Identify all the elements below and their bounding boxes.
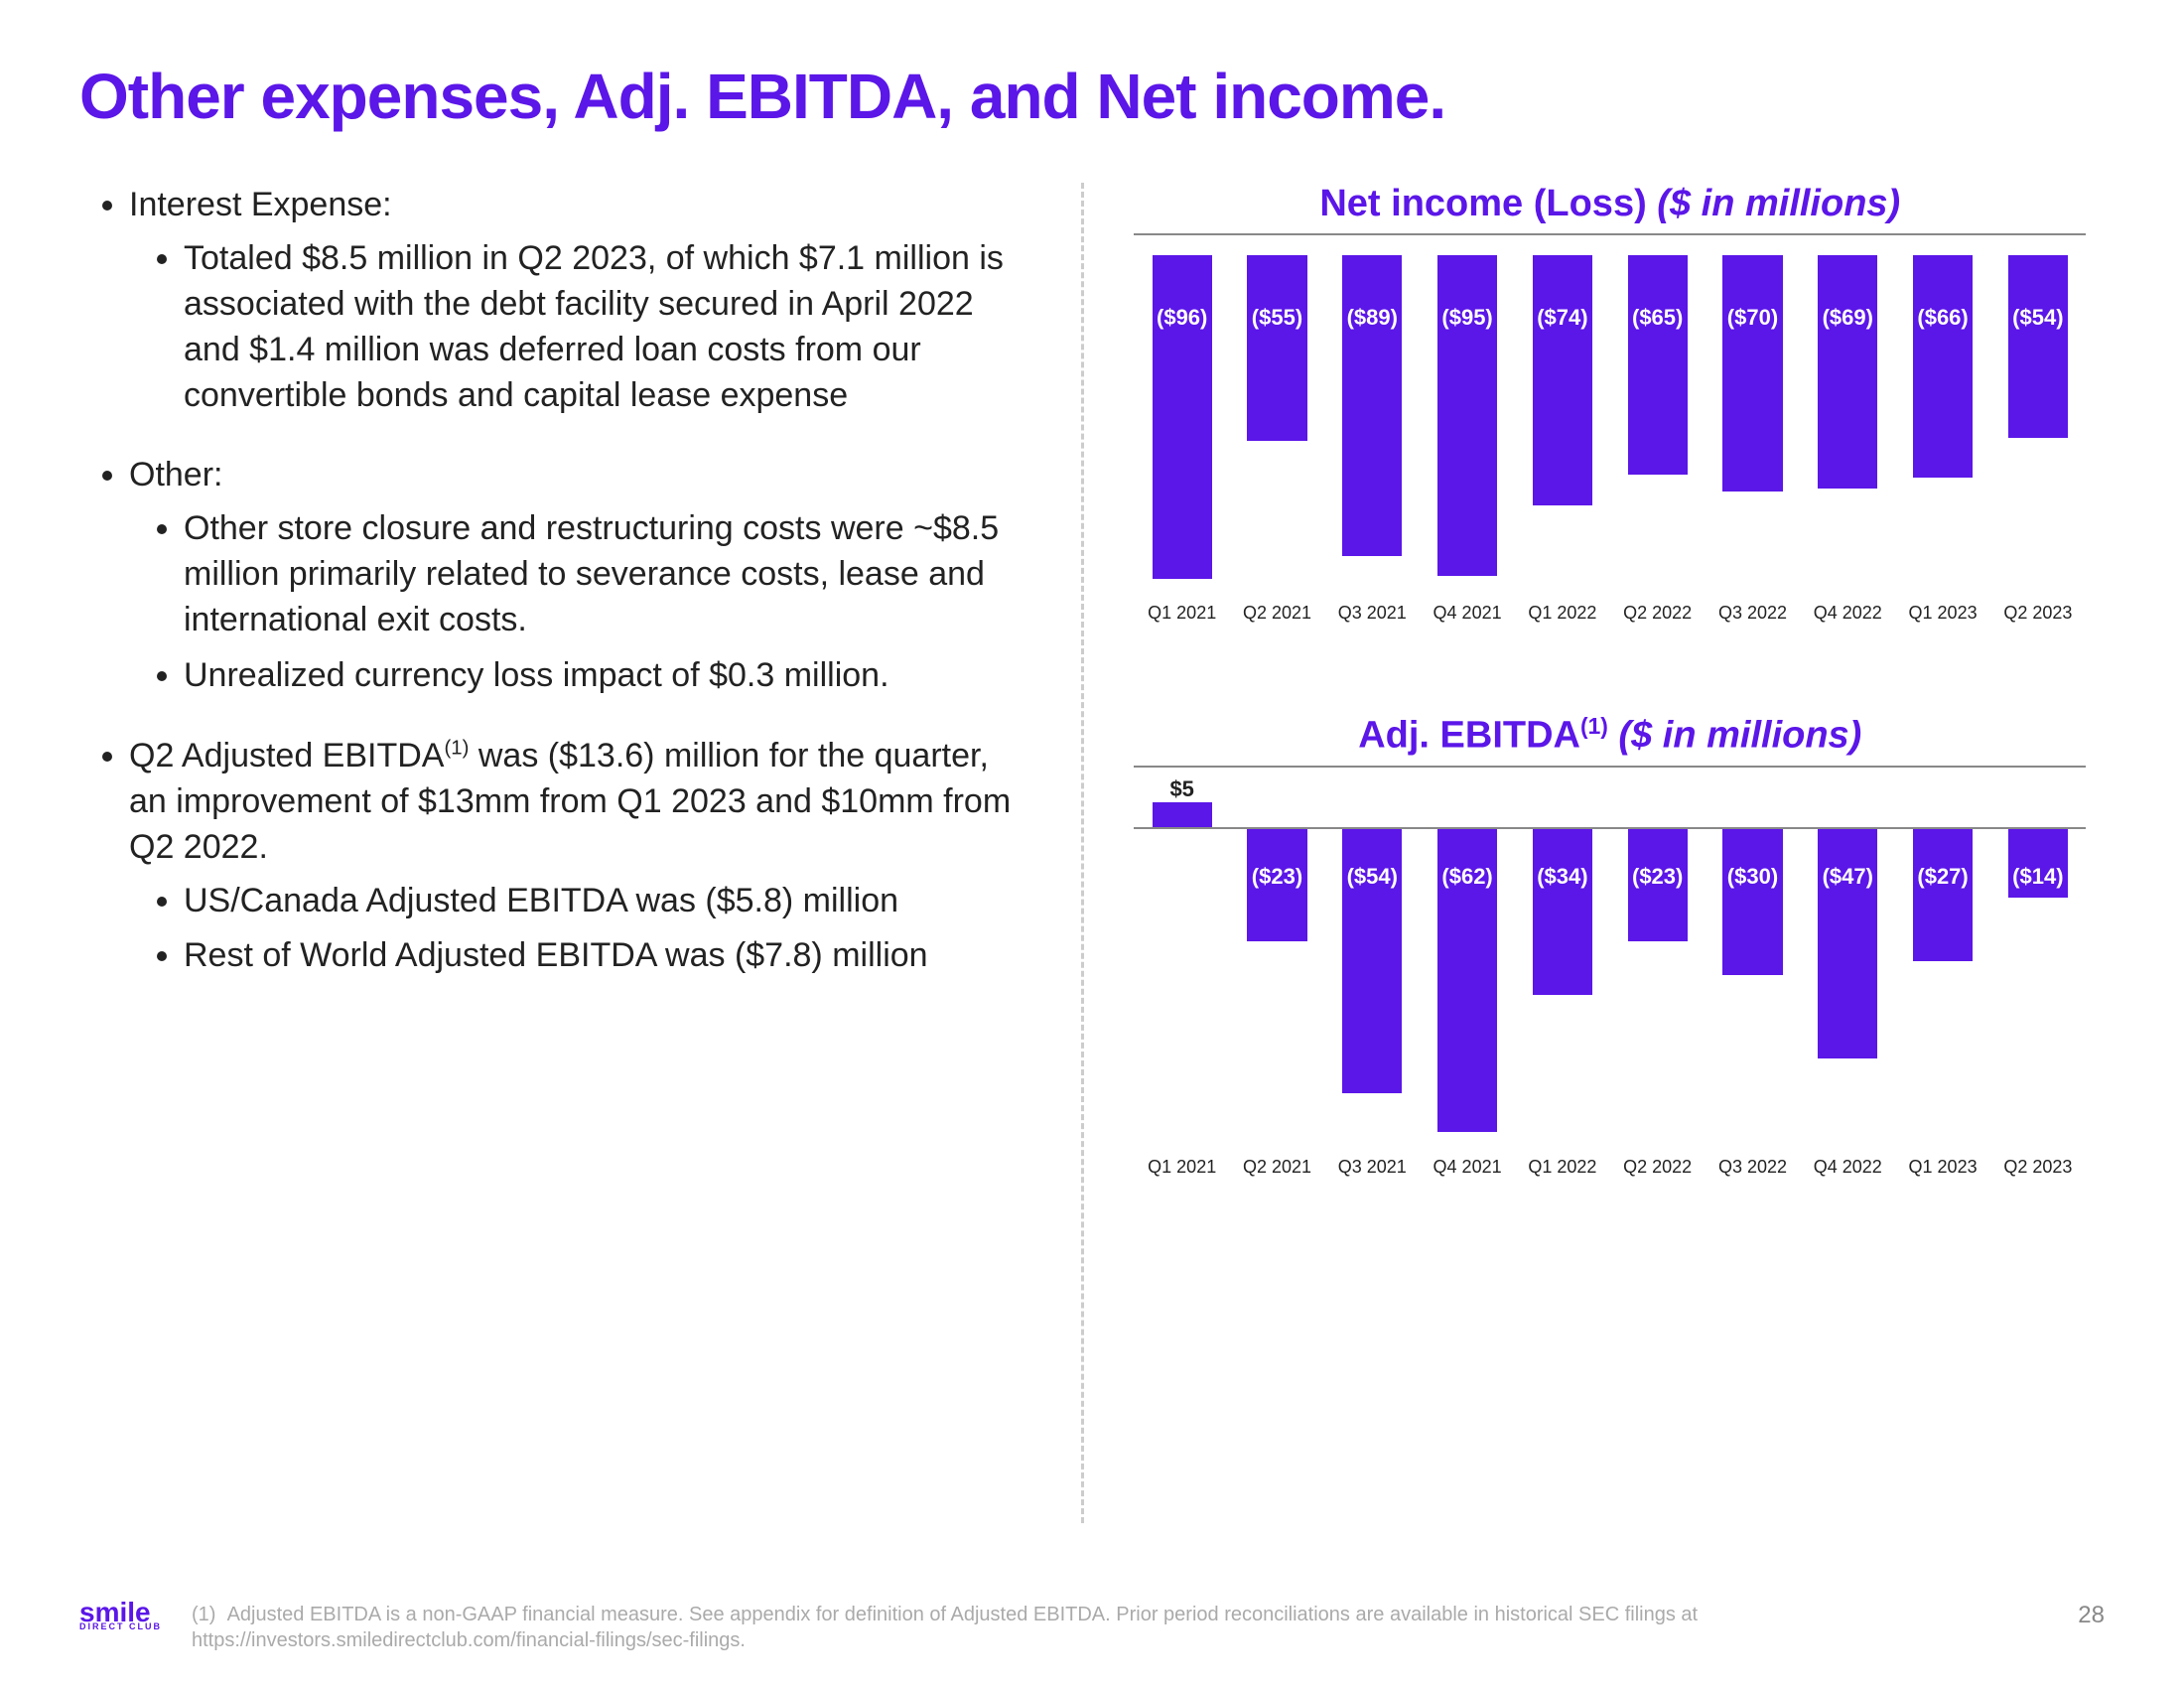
bullet-interest-sub1: Totaled $8.5 million in Q2 2023, of whic… bbox=[184, 236, 1031, 419]
chart1-bar-label-9: ($54) bbox=[2012, 305, 2063, 331]
chart1-bar-5: ($65) bbox=[1619, 255, 1696, 475]
chart2-bar-3: ($62) bbox=[1430, 829, 1506, 1132]
bullet-other-sub2: Unrealized currency loss impact of $0.3 … bbox=[184, 653, 1031, 699]
chart1-xlabel-5: Q2 2022 bbox=[1619, 603, 1696, 624]
bullet-ebitda: Q2 Adjusted EBITDA(1) was ($13.6) millio… bbox=[129, 734, 1031, 979]
footnote-text: Adjusted EBITDA is a non-GAAP financial … bbox=[192, 1604, 1698, 1651]
chart1-xlabel-7: Q4 2022 bbox=[1810, 603, 1886, 624]
page-number: 28 bbox=[2078, 1602, 2105, 1629]
chart1-xlabel-3: Q4 2021 bbox=[1430, 603, 1506, 624]
chart2-xlabel-2: Q3 2021 bbox=[1334, 1157, 1411, 1178]
chart1-bar-1: ($55) bbox=[1239, 255, 1315, 441]
chart2-title-b: ($ in millions) bbox=[1608, 715, 1861, 757]
chart1-title: Net income (Loss) ($ in millions) bbox=[1134, 183, 2086, 235]
chart1-xlabel-8: Q1 2023 bbox=[1905, 603, 1981, 624]
chart2-x-labels: Q1 2021 Q2 2021 Q3 2021 Q4 2021 Q1 2022 Q2 20… bbox=[1134, 1147, 2086, 1178]
chart1-xlabel-6: Q3 2022 bbox=[1714, 603, 1791, 624]
bullet-other-head: Other: bbox=[129, 456, 222, 493]
chart2-bar-6: ($30) bbox=[1714, 829, 1791, 976]
chart1-area: ($96) ($55) ($89) ($95) ($74) ($65) ($70) ($69)… bbox=[1134, 255, 2086, 593]
chart1-bar-7: ($69) bbox=[1810, 255, 1886, 489]
chart1-x-labels: Q1 2021 Q2 2021 Q3 2021 Q4 2021 Q1 2022 Q2 20… bbox=[1134, 593, 2086, 624]
chart2-bar-4: ($34) bbox=[1524, 829, 1600, 995]
footer: smile DIRECT CLUB (1) Adjusted EBITDA is… bbox=[79, 1602, 2105, 1653]
chart2-bar-label-8: ($27) bbox=[1917, 864, 1968, 890]
chart2-positive-area: $5 bbox=[1134, 787, 2086, 827]
chart2-xlabel-0: Q1 2021 bbox=[1144, 1157, 1220, 1178]
chart2-xlabel-3: Q4 2021 bbox=[1430, 1157, 1506, 1178]
footnote: (1) Adjusted EBITDA is a non-GAAP financ… bbox=[192, 1602, 2048, 1653]
chart2-xlabel-4: Q1 2022 bbox=[1524, 1157, 1600, 1178]
chart1-bar-label-1: ($55) bbox=[1252, 305, 1302, 331]
chart2-xlabel-8: Q1 2023 bbox=[1905, 1157, 1981, 1178]
chart1-title-a: Net income (Loss) bbox=[1319, 183, 1657, 224]
bullet-ebitda-sub1: US/Canada Adjusted EBITDA was ($5.8) mil… bbox=[184, 879, 1031, 924]
superscript-1: (1) bbox=[445, 738, 470, 760]
chart2-bar-8: ($27) bbox=[1905, 829, 1981, 961]
chart2-bar-label-7: ($47) bbox=[1823, 864, 1873, 890]
chart2-bar-label-9: ($14) bbox=[2012, 864, 2063, 890]
chart1-bar-6: ($70) bbox=[1714, 255, 1791, 492]
footnote-ref: (1) bbox=[192, 1604, 215, 1625]
chart1-bar-label-0: ($96) bbox=[1157, 305, 1207, 331]
net-income-chart: Net income (Loss) ($ in millions) ($96)(… bbox=[1134, 183, 2086, 624]
chart2-bar-label-2: ($54) bbox=[1347, 864, 1398, 890]
chart1-bar-label-5: ($65) bbox=[1632, 305, 1683, 331]
chart1-bar-8: ($66) bbox=[1905, 255, 1981, 478]
chart1-bar-9: ($54) bbox=[1999, 255, 2076, 438]
logo-subtext: DIRECT CLUB bbox=[79, 1623, 162, 1630]
left-column: Interest Expense: Totaled $8.5 million i… bbox=[79, 183, 1051, 1523]
chart2-bar-label-3: ($62) bbox=[1441, 864, 1492, 890]
chart1-bar-label-8: ($66) bbox=[1917, 305, 1968, 331]
chart2-bar-label-0: $5 bbox=[1169, 776, 1193, 802]
chart2-bar-label-6: ($30) bbox=[1727, 864, 1778, 890]
chart1-bar-label-6: ($70) bbox=[1727, 305, 1778, 331]
right-column: Net income (Loss) ($ in millions) ($96)(… bbox=[1114, 183, 2086, 1523]
chart2-bar-1: ($23) bbox=[1239, 829, 1315, 941]
chart1-xlabel-1: Q2 2021 bbox=[1239, 603, 1315, 624]
chart1-bar-4: ($74) bbox=[1524, 255, 1600, 505]
chart2-xlabel-9: Q2 2023 bbox=[1999, 1157, 2076, 1178]
bullet-other: Other: Other store closure and restructu… bbox=[129, 453, 1031, 698]
bullet-list: Interest Expense: Totaled $8.5 million i… bbox=[79, 183, 1031, 979]
chart2-xlabel-6: Q3 2022 bbox=[1714, 1157, 1791, 1178]
slide-title: Other expenses, Adj. EBITDA, and Net inc… bbox=[79, 60, 2105, 133]
chart1-xlabel-2: Q3 2021 bbox=[1334, 603, 1411, 624]
chart1-bar-label-4: ($74) bbox=[1537, 305, 1587, 331]
bullet-interest: Interest Expense: Totaled $8.5 million i… bbox=[129, 183, 1031, 418]
chart1-bar-3: ($95) bbox=[1430, 255, 1506, 576]
chart2-title: Adj. EBITDA(1) ($ in millions) bbox=[1134, 713, 2086, 768]
chart2-sup: (1) bbox=[1580, 713, 1608, 739]
content-row: Interest Expense: Totaled $8.5 million i… bbox=[79, 183, 2105, 1523]
chart1-bar-2: ($89) bbox=[1334, 255, 1411, 556]
chart1-xlabel-4: Q1 2022 bbox=[1524, 603, 1600, 624]
bullet-ebitda-head-a: Q2 Adjusted EBITDA bbox=[129, 737, 445, 774]
chart1-bar-label-2: ($89) bbox=[1347, 305, 1398, 331]
bullet-other-sub1: Other store closure and restructuring co… bbox=[184, 506, 1031, 643]
chart2-xlabel-1: Q2 2021 bbox=[1239, 1157, 1315, 1178]
adj-ebitda-chart: Adj. EBITDA(1) ($ in millions) $5 ($23)(… bbox=[1134, 713, 2086, 1178]
vertical-divider bbox=[1081, 183, 1084, 1523]
chart1-title-b: ($ in millions) bbox=[1657, 183, 1900, 224]
logo: smile DIRECT CLUB bbox=[79, 1602, 162, 1631]
chart2-bar-label-1: ($23) bbox=[1252, 864, 1302, 890]
chart2-title-a: Adj. EBITDA bbox=[1358, 715, 1580, 757]
chart2-bar-9: ($14) bbox=[1999, 829, 2076, 898]
chart1-bar-0: ($96) bbox=[1144, 255, 1220, 579]
chart2-xlabel-7: Q4 2022 bbox=[1810, 1157, 1886, 1178]
chart1-bar-label-3: ($95) bbox=[1441, 305, 1492, 331]
chart1-xlabel-9: Q2 2023 bbox=[1999, 603, 2076, 624]
chart2-area: ($23) ($54) ($62) ($34) ($23) ($30) ($47) ($27)… bbox=[1134, 829, 2086, 1147]
chart2-bar-7: ($47) bbox=[1810, 829, 1886, 1058]
chart2-bar-2: ($54) bbox=[1334, 829, 1411, 1093]
chart2-bar-label-5: ($23) bbox=[1632, 864, 1683, 890]
bullet-ebitda-sub2: Rest of World Adjusted EBITDA was ($7.8)… bbox=[184, 933, 1031, 979]
chart1-bar-label-7: ($69) bbox=[1823, 305, 1873, 331]
chart2-bar-5: ($23) bbox=[1619, 829, 1696, 941]
chart1-xlabel-0: Q1 2021 bbox=[1144, 603, 1220, 624]
chart2-bar-label-4: ($34) bbox=[1537, 864, 1587, 890]
chart2-xlabel-5: Q2 2022 bbox=[1619, 1157, 1696, 1178]
bullet-interest-head: Interest Expense: bbox=[129, 186, 392, 223]
